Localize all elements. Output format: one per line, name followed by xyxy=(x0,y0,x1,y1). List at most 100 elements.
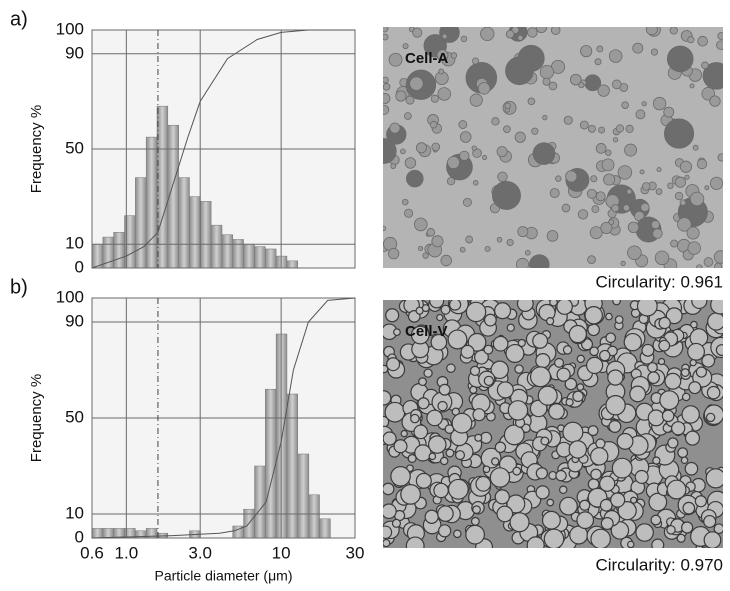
particle xyxy=(459,246,466,253)
cumulative-line xyxy=(91,29,355,269)
particle xyxy=(400,429,408,438)
particle xyxy=(446,177,456,186)
particle xyxy=(586,188,597,199)
y-axis-label: Frequency % xyxy=(28,374,45,462)
particle xyxy=(688,381,702,395)
particle xyxy=(426,228,436,237)
y-tick-label: 90 xyxy=(65,43,84,62)
particle xyxy=(658,316,671,330)
particle xyxy=(506,238,514,247)
particle xyxy=(674,191,684,201)
particle xyxy=(684,174,690,180)
particle xyxy=(540,436,550,446)
particle xyxy=(472,505,481,514)
particle xyxy=(661,409,675,423)
particle xyxy=(472,408,486,422)
particle xyxy=(568,324,588,344)
particle xyxy=(608,219,615,225)
particle xyxy=(715,344,723,357)
particle xyxy=(614,315,624,324)
particle xyxy=(641,101,647,107)
particle xyxy=(503,424,525,446)
particle xyxy=(460,344,475,359)
particle xyxy=(505,56,534,86)
particle xyxy=(558,485,568,495)
particle xyxy=(689,83,695,89)
y-tick-label: 0 xyxy=(75,527,84,546)
particle xyxy=(448,300,462,311)
particle xyxy=(635,109,646,120)
particle xyxy=(406,169,424,188)
particle xyxy=(704,185,710,191)
particle xyxy=(621,101,629,109)
particle xyxy=(658,339,671,352)
particle xyxy=(580,45,593,58)
histogram-bar xyxy=(286,260,298,269)
particle xyxy=(651,538,665,548)
particle xyxy=(472,148,482,158)
particle xyxy=(383,33,389,41)
x-tick-label: 10 xyxy=(272,543,291,562)
particle xyxy=(595,191,606,202)
particle xyxy=(494,489,510,505)
particle xyxy=(404,157,417,169)
particle xyxy=(439,27,460,43)
particle xyxy=(447,329,468,350)
particle xyxy=(703,257,714,267)
particle xyxy=(383,503,397,520)
particle xyxy=(440,254,452,267)
particle xyxy=(483,313,497,327)
particle xyxy=(616,432,634,450)
particle xyxy=(496,236,503,243)
particle xyxy=(422,252,429,259)
particle xyxy=(682,501,696,515)
particle xyxy=(710,300,723,315)
y-tick-label: 10 xyxy=(65,234,84,253)
particle xyxy=(384,401,406,423)
particle xyxy=(418,377,427,387)
particle xyxy=(664,372,682,390)
particle xyxy=(496,505,514,523)
particle xyxy=(383,225,387,232)
particle xyxy=(393,439,408,454)
particle xyxy=(608,419,622,433)
particle xyxy=(617,165,633,180)
particle xyxy=(383,93,391,104)
particle xyxy=(717,153,723,162)
particle xyxy=(400,148,406,155)
x-tick-label: 30 xyxy=(346,543,365,562)
particle xyxy=(535,27,548,34)
particle xyxy=(438,524,452,538)
histogram-bar xyxy=(221,234,234,269)
particle xyxy=(424,509,439,524)
particle xyxy=(617,501,637,521)
particle xyxy=(600,221,613,234)
histogram-bar xyxy=(113,528,125,539)
histogram-bar xyxy=(308,494,320,539)
particle xyxy=(707,312,723,331)
particle xyxy=(465,301,487,323)
particle xyxy=(687,342,706,361)
particle xyxy=(543,528,565,548)
particle xyxy=(562,421,584,443)
particle xyxy=(705,412,716,423)
micrograph xyxy=(383,300,723,548)
particle xyxy=(680,368,690,377)
particle xyxy=(591,205,600,214)
particle xyxy=(482,155,488,161)
histogram-bar xyxy=(210,224,223,269)
particle xyxy=(483,375,494,387)
particle xyxy=(539,64,555,80)
particle xyxy=(702,62,723,90)
particle xyxy=(656,167,662,173)
histogram-bar xyxy=(254,465,266,539)
x-tick-label: 3.0 xyxy=(188,543,212,562)
particle xyxy=(451,412,473,434)
particle xyxy=(605,312,613,321)
particle xyxy=(410,413,420,424)
particle xyxy=(714,262,723,268)
particle xyxy=(603,173,616,186)
particle xyxy=(600,516,614,531)
histogram-bar xyxy=(91,528,104,539)
particle xyxy=(663,106,675,118)
